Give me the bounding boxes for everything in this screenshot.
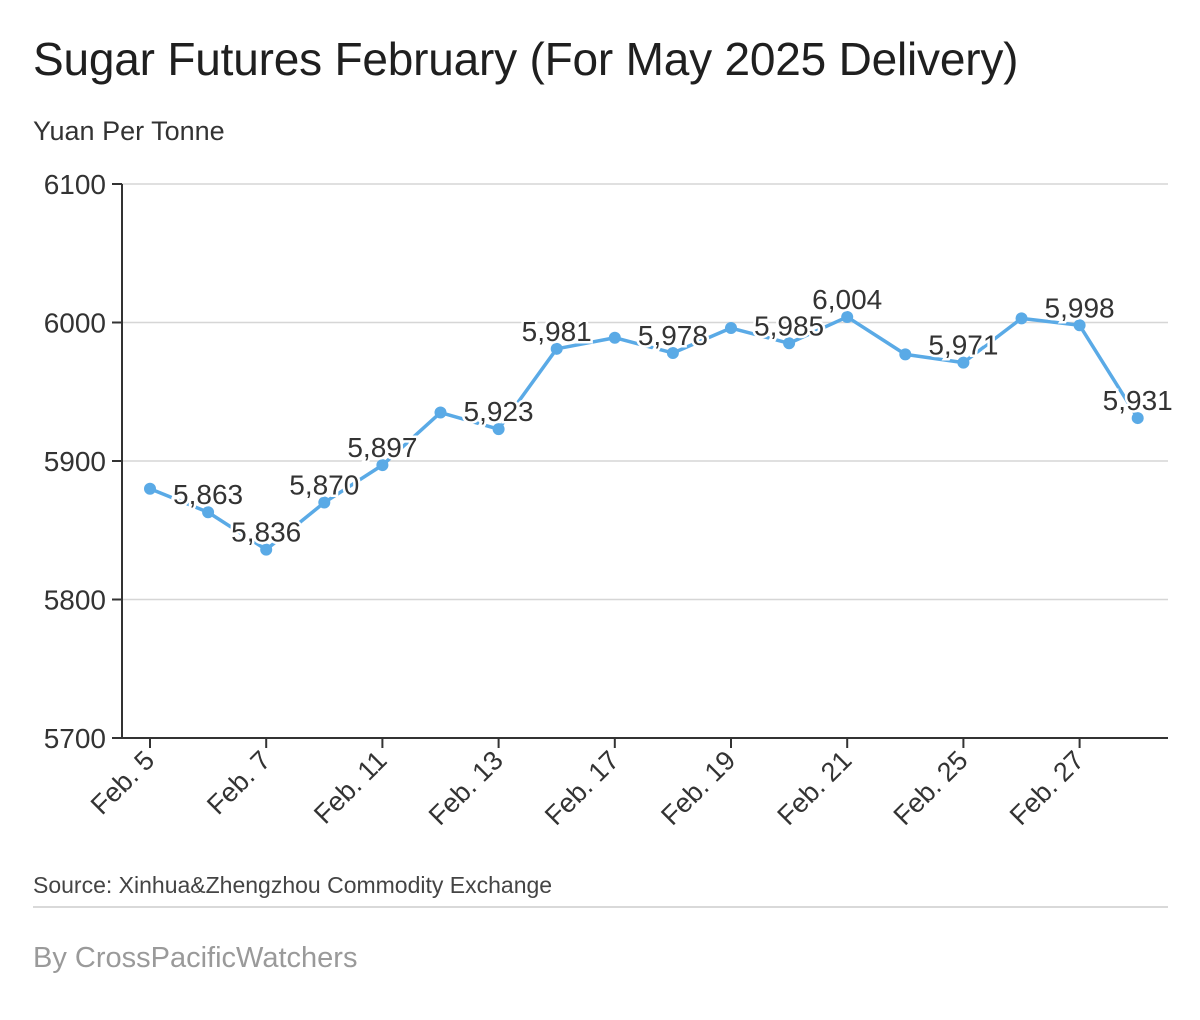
y-tick-label: 5700 [44,723,106,754]
data-label: 5,978 [638,320,708,351]
y-tick-label: 5800 [44,585,106,616]
data-points [144,310,1144,556]
series-line [149,315,1140,552]
x-tick-label: Feb. 27 [1004,745,1090,831]
data-point [608,331,621,344]
x-tick-label: Feb. 5 [85,745,160,820]
x-tick-label: Feb. 11 [308,745,393,830]
x-axis-ticks: Feb. 5 Feb. 7 Feb. 11 Feb. 13 Feb. 17 Feb. 19… [85,738,1090,831]
y-axis-ticks: 5700 5800 5900 6000 6100 [44,169,122,754]
x-tick-label: Feb. 17 [539,745,625,831]
data-point [725,322,737,335]
x-tick-label: Feb. 19 [655,745,741,831]
data-point [492,423,505,436]
x-tick-label: Feb. 7 [201,745,276,820]
data-point [376,459,389,472]
data-label: 5,870 [289,470,359,501]
data-label: 6,004 [812,284,882,315]
chart-title: Sugar Futures February (For May 2025 Del… [33,33,1019,85]
data-point [1015,312,1028,325]
y-tick-label: 6000 [44,308,106,339]
data-label: 5,998 [1045,292,1115,323]
data-point [1073,319,1086,332]
data-point [260,543,273,556]
data-label: 5,971 [928,330,998,361]
footer-divider [33,906,1168,908]
byline: By CrossPacificWatchers [33,942,358,974]
data-point [666,346,679,359]
data-label: 5,836 [231,517,301,548]
data-label: 5,931 [1103,385,1173,416]
data-point [899,348,912,361]
data-label: 5,897 [347,432,417,463]
x-tick-label: Feb. 25 [888,745,974,831]
data-label: 5,923 [464,396,534,427]
data-point [783,337,796,350]
y-tick-label: 5900 [44,446,106,477]
data-point [841,310,854,323]
y-tick-label: 6100 [44,169,106,200]
data-point [202,506,215,519]
data-label: 5,981 [522,316,592,347]
data-label: 5,985 [754,310,824,341]
unit-label: Yuan Per Tonne [33,116,225,146]
data-point [318,496,331,509]
data-point [434,406,447,419]
data-point [1131,412,1144,425]
data-labels: 5,863 5,836 5,870 5,897 5,923 5,981 5,978 5,985… [171,281,1176,550]
data-label: 5,863 [173,479,243,510]
gridlines [122,183,1168,601]
data-point [550,342,563,355]
source-note: Source: Xinhua&Zhengzhou Commodity Excha… [33,872,553,898]
series-line-path [149,315,1140,552]
x-tick-label: Feb. 21 [771,745,857,831]
line-chart: 5700 5800 5900 6000 6100 Feb. 5 Feb. 7 Feb. 11… [44,169,1176,831]
data-point [144,482,156,495]
data-point [957,356,970,369]
x-tick-label: Feb. 13 [423,745,509,831]
